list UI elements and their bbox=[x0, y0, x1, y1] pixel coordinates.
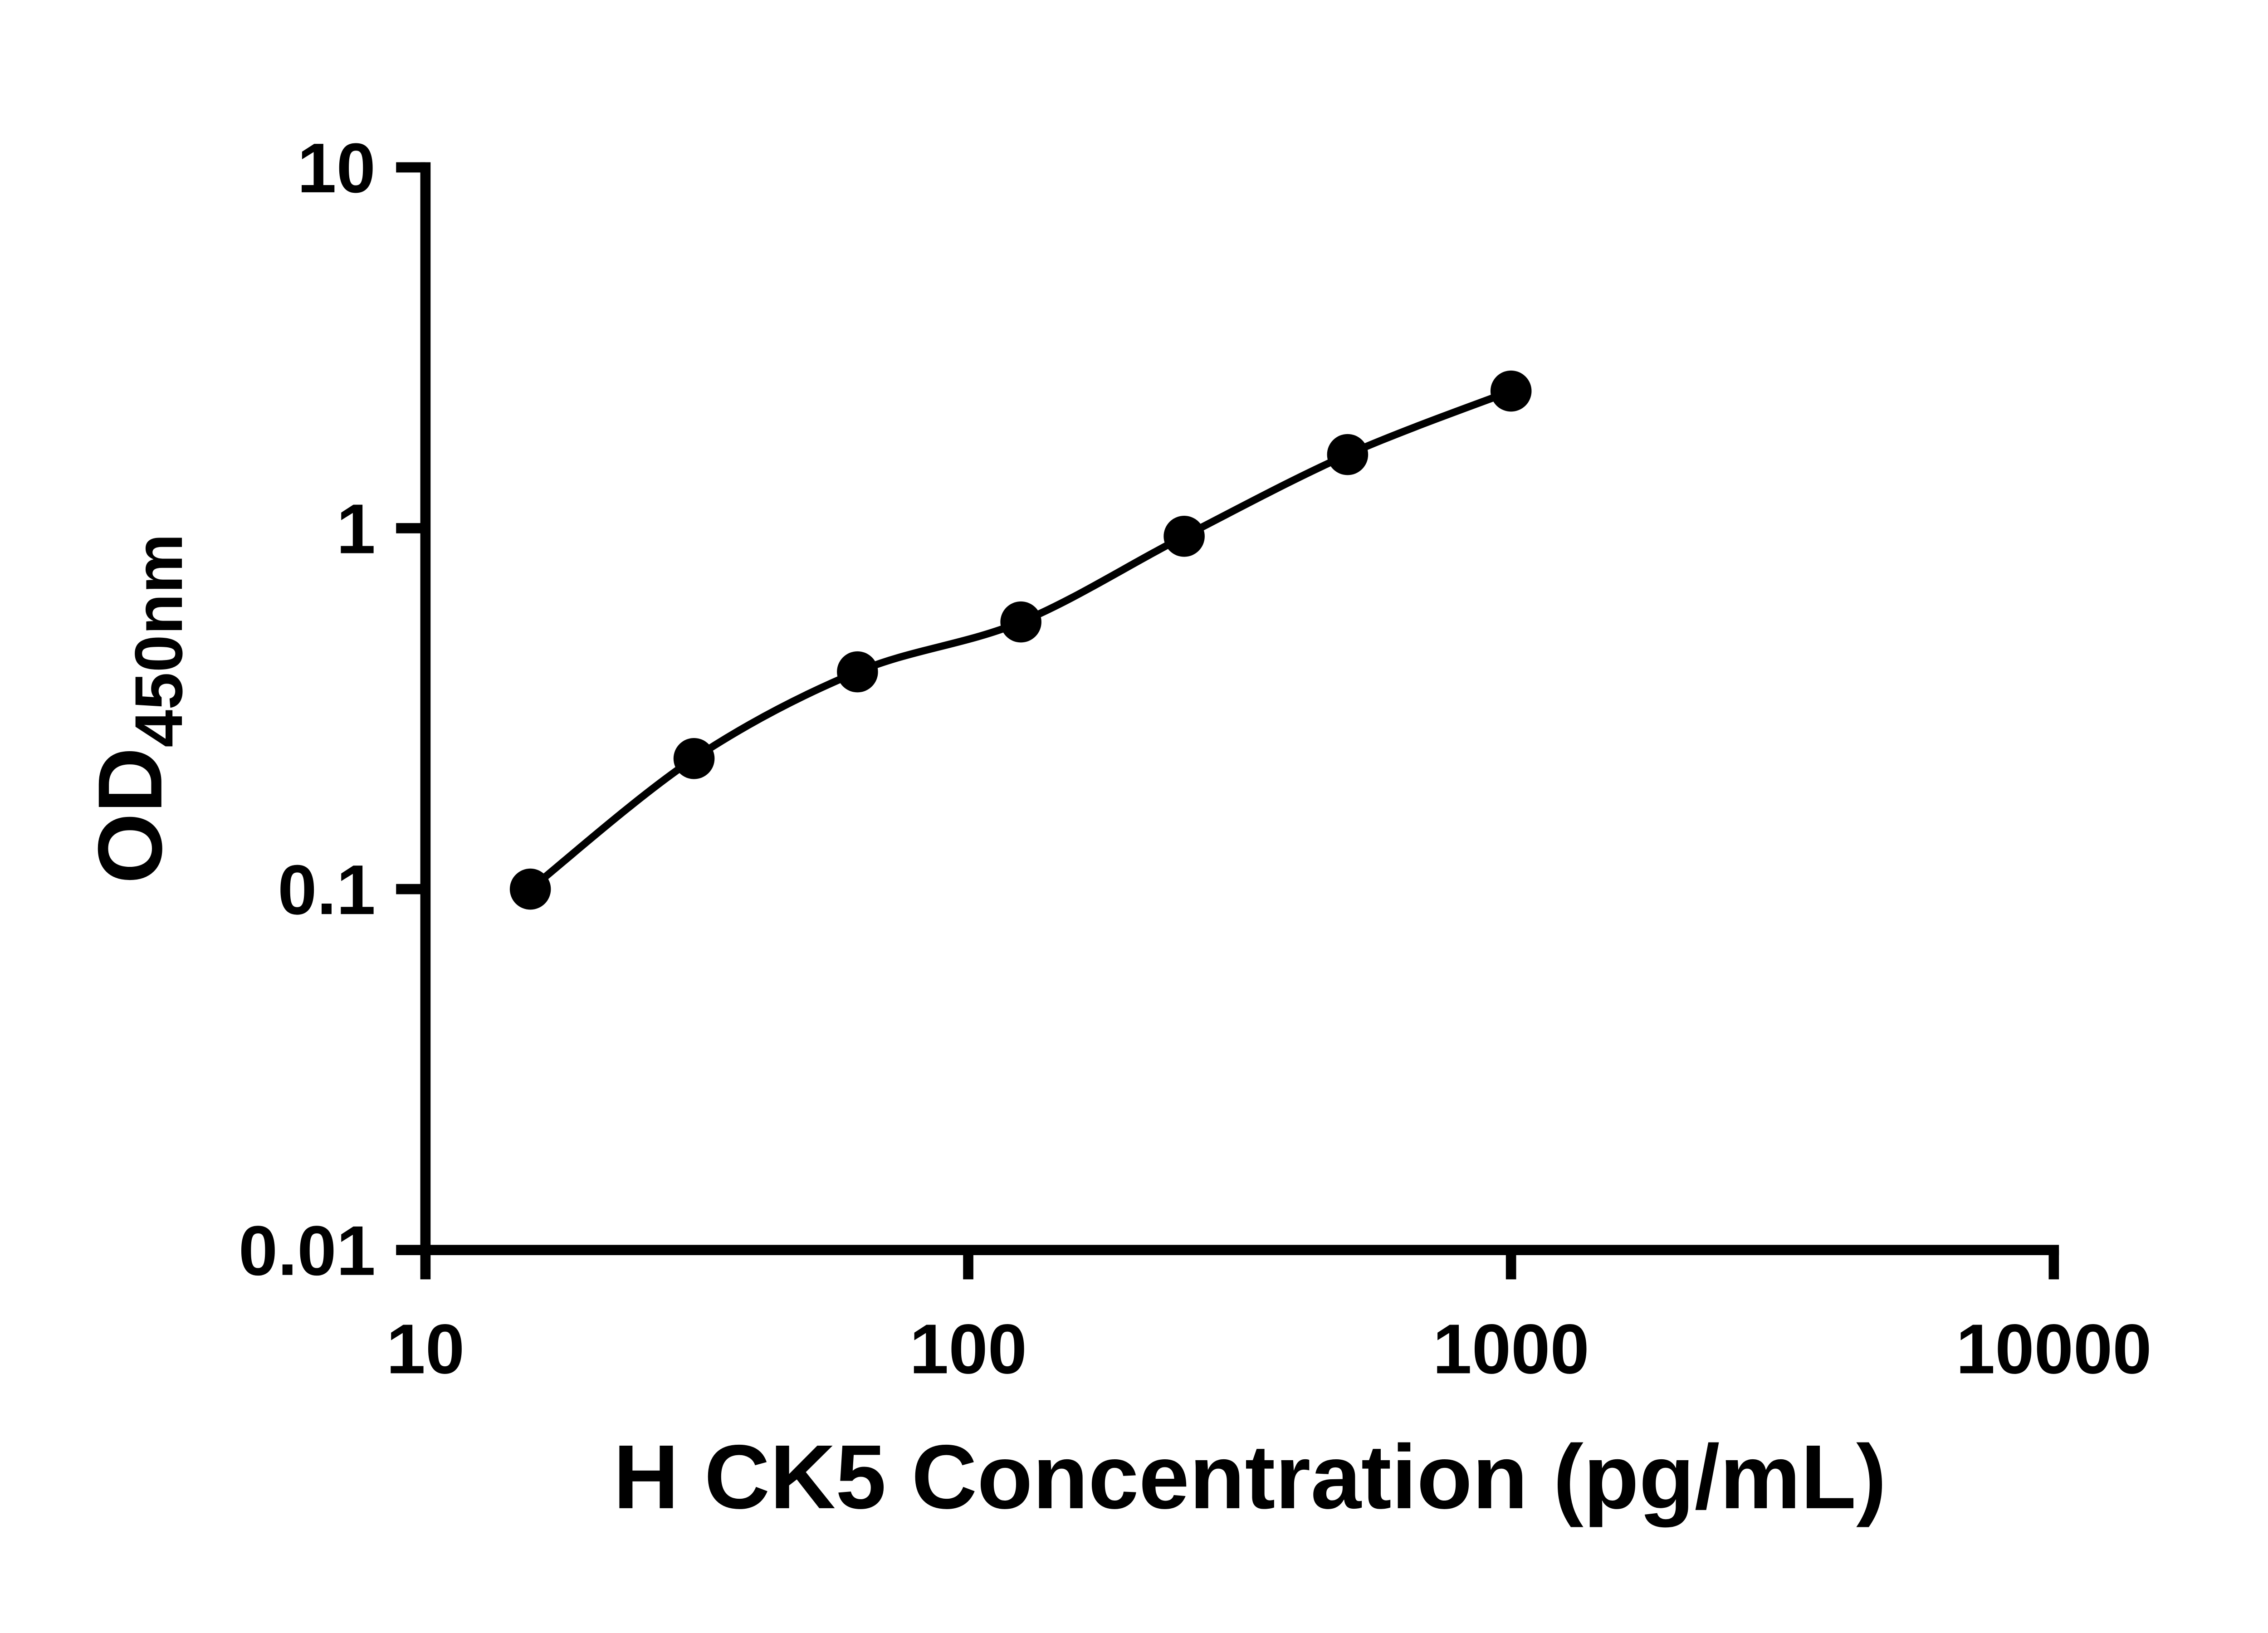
data-point bbox=[837, 651, 878, 693]
x-axis-title: H CK5 Concentration (pg/mL) bbox=[613, 1426, 1887, 1528]
x-tick-label: 1000 bbox=[1433, 1309, 1589, 1388]
y-tick-label: 0.1 bbox=[278, 850, 376, 929]
data-point bbox=[1327, 434, 1369, 475]
x-tick-label: 10000 bbox=[1956, 1309, 2152, 1388]
y-tick-label: 1 bbox=[337, 489, 376, 568]
x-tick-label: 100 bbox=[909, 1309, 1027, 1388]
y-axis-title-subscript: 450nm bbox=[121, 533, 196, 747]
y-tick-label: 0.01 bbox=[239, 1211, 376, 1290]
data-point bbox=[509, 868, 551, 910]
data-point bbox=[673, 738, 715, 779]
data-point bbox=[1490, 370, 1532, 412]
data-point bbox=[1000, 601, 1041, 643]
plot-layer: 10 100 1000 10000 0.01 0.1 1 10 bbox=[239, 128, 2152, 1388]
x-tick-label: 10 bbox=[386, 1309, 465, 1388]
y-axis-title: OD450nm bbox=[79, 533, 196, 884]
y-tick-label: 10 bbox=[297, 128, 376, 207]
y-axis-title-base: OD bbox=[79, 748, 181, 884]
data-point bbox=[1163, 515, 1205, 557]
